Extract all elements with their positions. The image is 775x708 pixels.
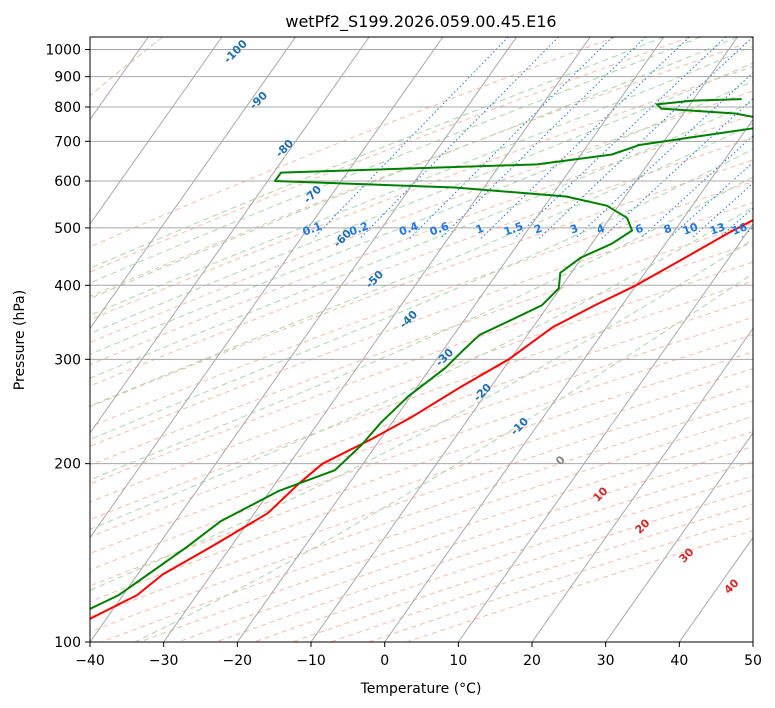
- y-axis-label: Pressure (hPa): [12, 290, 28, 390]
- x-tick-label: −40: [75, 653, 105, 669]
- mixing-ratio-label: 13: [708, 220, 727, 237]
- mixing-ratio-label: 10: [681, 220, 700, 238]
- x-tick-label: −20: [223, 653, 253, 669]
- x-tick-label: 20: [523, 653, 541, 669]
- isotherm-line: [90, 37, 517, 642]
- isotherm-line: [90, 37, 444, 539]
- y-tick-label: 400: [54, 278, 81, 294]
- mixing-ratio-label: 0.4: [397, 220, 420, 239]
- isotherm-line: [531, 327, 753, 642]
- dewpoint-profile: [90, 98, 753, 610]
- moist-adiabat-line: [90, 238, 753, 591]
- isotherm-line: [457, 223, 753, 642]
- moist-adiabat-line: [90, 37, 665, 269]
- mixing-ratio-label: 0.6: [428, 220, 451, 239]
- mixing-ratio-label: 2: [532, 222, 544, 237]
- x-tick-label: 0: [380, 653, 389, 669]
- isotherm-line: [605, 432, 753, 642]
- mixing-ratio-label: 4: [595, 222, 607, 237]
- isotherm-line: [90, 37, 223, 225]
- dry-adiabat-line: [90, 37, 616, 248]
- moist-adiabat-line: [134, 272, 753, 642]
- dry-adiabat-line: [90, 202, 753, 447]
- y-tick-label: 800: [54, 100, 81, 116]
- mixing-ratio-label: 8: [662, 222, 674, 237]
- x-tick-label: 50: [744, 653, 762, 669]
- dry-adiabat-line: [90, 384, 753, 618]
- x-tick-label: 10: [449, 653, 467, 669]
- x-tick-label: 40: [670, 653, 688, 669]
- mixing-ratio-label: 6: [633, 222, 645, 237]
- dry-adiabat-line: [90, 351, 753, 587]
- mixing-ratio-line: [440, 37, 646, 239]
- mixing-ratio-line: [514, 37, 727, 239]
- moist-adiabat-line: [90, 206, 753, 530]
- mixing-ratio-label: 16: [730, 220, 749, 238]
- plot-frame: [89, 36, 754, 643]
- temperature-profile: [90, 218, 753, 620]
- y-tick-label: 300: [54, 352, 81, 368]
- x-tick-label: −30: [149, 653, 179, 669]
- moist-adiabat-line: [90, 45, 753, 316]
- isotherm-line: [236, 37, 665, 642]
- outer-reference-curve: [90, 37, 164, 97]
- isotherm-line: [90, 37, 296, 330]
- isotherm-line: [384, 118, 753, 642]
- y-tick-label: 1000: [45, 43, 81, 59]
- mixing-ratio-label: 3: [568, 222, 580, 237]
- axis-layer: −40 −30 −20 −10 0 10 20 30 40 5010020030040050060…: [45, 37, 762, 669]
- x-tick-label: 30: [597, 653, 615, 669]
- moist-adiabat-line: [90, 123, 753, 407]
- y-tick-label: 600: [54, 174, 81, 190]
- dry-adiabat-line: [90, 298, 753, 538]
- dry-adiabat-line: [90, 181, 753, 428]
- isotherm-line: [678, 536, 753, 642]
- mixing-ratio-label: 1.5: [502, 220, 525, 239]
- isotherm-line: [310, 37, 738, 642]
- mixing-ratio-label: 0.2: [347, 220, 370, 239]
- dry-adiabat-line: [90, 242, 753, 485]
- data-layer: [90, 98, 753, 620]
- x-tick-label: −10: [296, 653, 326, 669]
- moist-adiabat-line: [90, 100, 753, 379]
- chart-title: wetPf2_S199.2026.059.00.45.E16: [285, 12, 556, 32]
- y-tick-label: 200: [54, 457, 81, 473]
- mixing-ratio-line: [668, 161, 753, 239]
- y-tick-label: 100: [54, 635, 81, 651]
- dry-adiabat-line: [90, 37, 691, 273]
- moist-adiabat-line: [90, 176, 753, 481]
- y-tick-label: 700: [54, 134, 81, 150]
- isotherm-line: [90, 37, 370, 434]
- dry-adiabat-line: [90, 114, 753, 366]
- moist-adiabat-line: [90, 62, 753, 335]
- mixing-ratio-label: 0.1: [301, 220, 324, 239]
- mixing-ratio-line: [574, 71, 753, 239]
- mixing-ratio-label: 1: [474, 222, 486, 237]
- dry-adiabat-line: [90, 90, 753, 344]
- mixing-ratio-line: [601, 97, 753, 239]
- isotherm-line: [163, 37, 591, 642]
- y-tick-label: 900: [54, 70, 81, 86]
- grid-layer: [90, 37, 753, 642]
- moist-adiabat-line: [90, 37, 701, 284]
- x-axis-label: Temperature (°C): [360, 681, 482, 697]
- y-tick-label: 500: [54, 221, 81, 237]
